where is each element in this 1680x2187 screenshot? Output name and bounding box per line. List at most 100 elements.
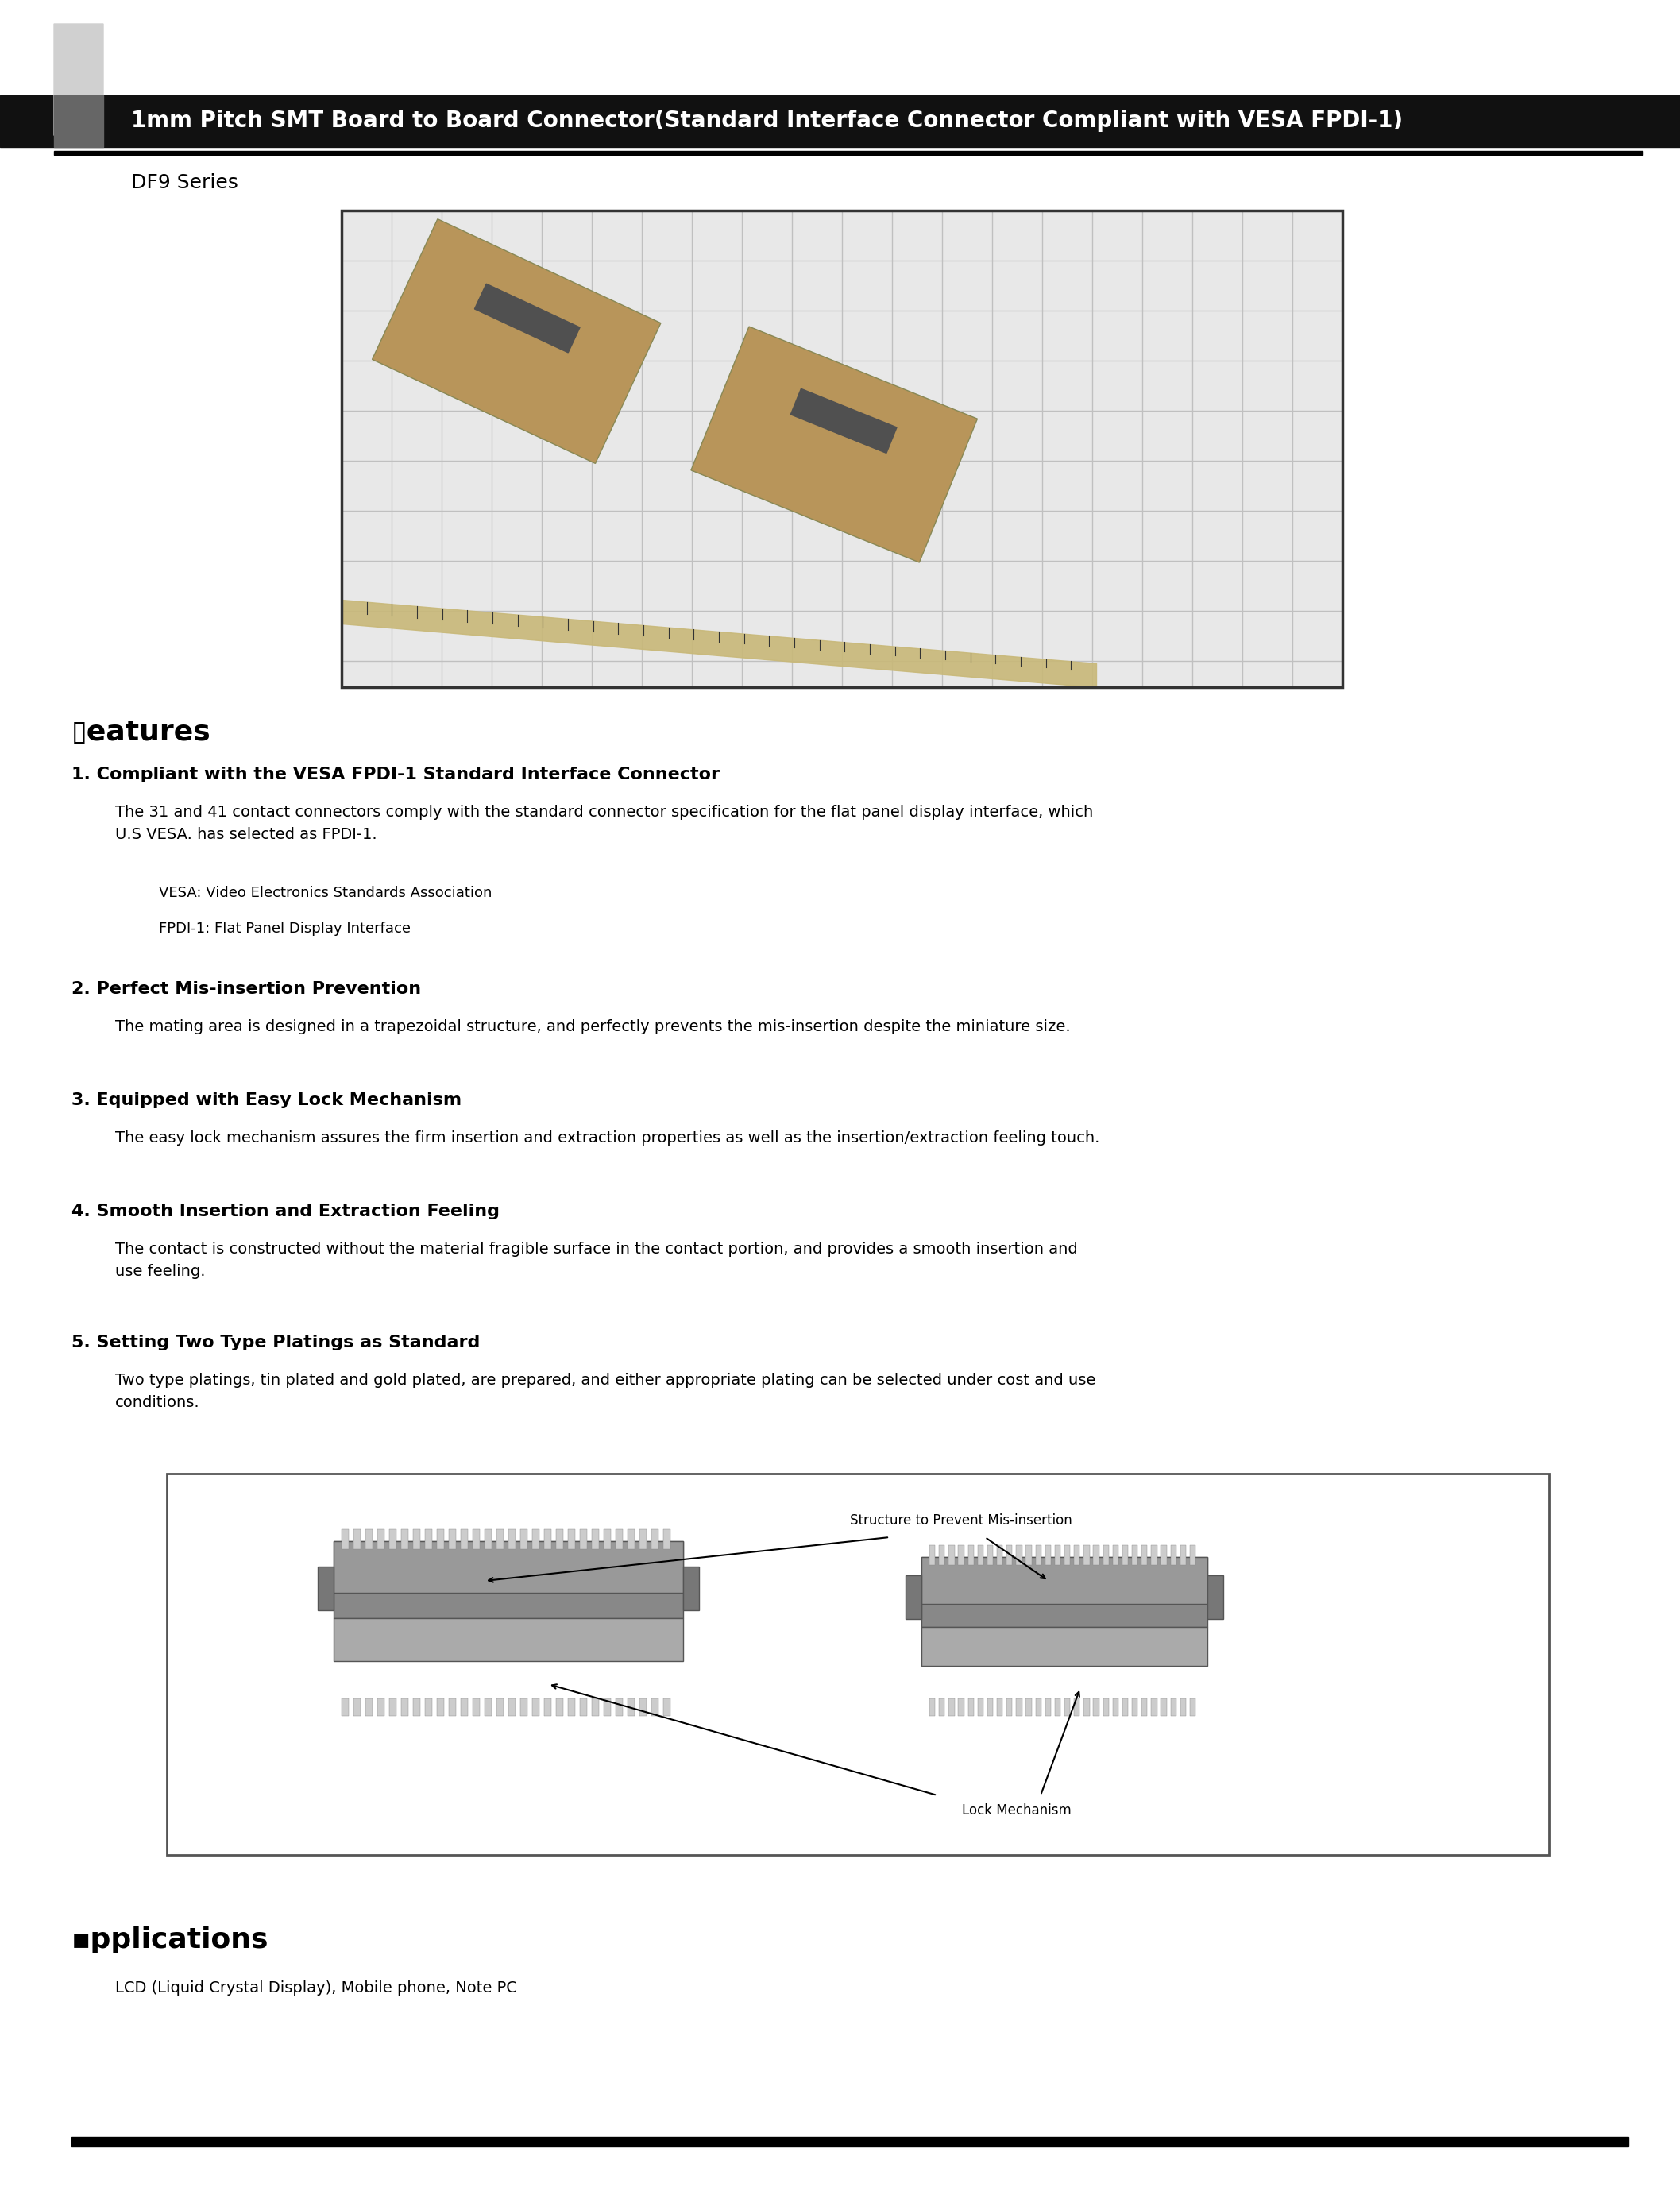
- Bar: [365, 1529, 373, 1548]
- Bar: [353, 1699, 361, 1717]
- Bar: [54, 151, 1643, 155]
- Bar: [591, 1529, 600, 1548]
- Bar: [437, 1699, 444, 1717]
- Bar: [1132, 1699, 1137, 1717]
- Bar: [378, 1529, 385, 1548]
- Bar: [628, 1699, 635, 1717]
- Bar: [1161, 1699, 1166, 1717]
- Bar: [1055, 1699, 1060, 1717]
- Bar: [978, 1546, 983, 1566]
- Bar: [988, 1546, 993, 1566]
- Bar: [437, 1529, 444, 1548]
- Bar: [929, 1546, 936, 1566]
- Text: 3. Equipped with Easy Lock Mechanism: 3. Equipped with Easy Lock Mechanism: [72, 1091, 462, 1109]
- Bar: [544, 1529, 551, 1548]
- Bar: [1208, 1575, 1223, 1618]
- Bar: [521, 1699, 528, 1717]
- Bar: [949, 1699, 954, 1717]
- Text: The easy lock mechanism assures the firm insertion and extraction properties as : The easy lock mechanism assures the firm…: [116, 1131, 1100, 1146]
- Bar: [1094, 1546, 1099, 1566]
- Bar: [334, 1542, 684, 1618]
- Bar: [929, 1699, 936, 1717]
- Bar: [1045, 1546, 1052, 1566]
- Bar: [1142, 1699, 1147, 1717]
- Bar: [341, 210, 1342, 687]
- Text: 1. Compliant with the VESA FPDI-1 Standard Interface Connector: 1. Compliant with the VESA FPDI-1 Standa…: [72, 768, 719, 783]
- Bar: [1094, 1699, 1099, 1717]
- Bar: [521, 1529, 528, 1548]
- Bar: [568, 1529, 575, 1548]
- Bar: [1074, 1546, 1080, 1566]
- Bar: [318, 1566, 334, 1610]
- Bar: [1112, 1546, 1119, 1566]
- Bar: [996, 1546, 1003, 1566]
- Bar: [425, 1529, 432, 1548]
- Bar: [1035, 1546, 1042, 1566]
- Bar: [664, 1529, 670, 1548]
- Bar: [949, 1546, 954, 1566]
- Bar: [1026, 1546, 1032, 1566]
- Bar: [1055, 1546, 1060, 1566]
- Text: 5. Setting Two Type Platings as Standard: 5. Setting Two Type Platings as Standard: [72, 1334, 480, 1352]
- Bar: [652, 1699, 659, 1717]
- Bar: [1189, 1546, 1196, 1566]
- Text: Structure to Prevent Mis-insertion: Structure to Prevent Mis-insertion: [850, 1513, 1072, 1529]
- Bar: [1104, 1546, 1109, 1566]
- Bar: [1112, 1699, 1119, 1717]
- Bar: [413, 1529, 420, 1548]
- Bar: [341, 1529, 349, 1548]
- Text: 2. Perfect Mis-insertion Prevention: 2. Perfect Mis-insertion Prevention: [72, 982, 422, 997]
- Bar: [449, 1699, 455, 1717]
- Bar: [1122, 1546, 1127, 1566]
- Bar: [474, 284, 580, 352]
- Text: LCD (Liquid Crystal Display), Mobile phone, Note PC: LCD (Liquid Crystal Display), Mobile pho…: [116, 1981, 517, 1995]
- Bar: [791, 389, 897, 453]
- Bar: [1179, 1546, 1186, 1566]
- Bar: [939, 1546, 944, 1566]
- Bar: [978, 1699, 983, 1717]
- Bar: [390, 1529, 396, 1548]
- Bar: [580, 1529, 586, 1548]
- Bar: [603, 1529, 612, 1548]
- Bar: [921, 1627, 1208, 1666]
- Text: VESA: Video Electronics Standards Association: VESA: Video Electronics Standards Associ…: [160, 886, 492, 901]
- FancyBboxPatch shape: [690, 326, 978, 562]
- Bar: [939, 1699, 944, 1717]
- Text: ▪pplications: ▪pplications: [72, 1927, 269, 1953]
- Bar: [591, 1699, 600, 1717]
- Bar: [958, 1699, 964, 1717]
- Bar: [580, 1699, 586, 1717]
- Text: The contact is constructed without the material fragible surface in the contact : The contact is constructed without the m…: [116, 1242, 1077, 1279]
- Bar: [615, 1529, 623, 1548]
- Bar: [334, 1618, 684, 1660]
- Bar: [996, 1699, 1003, 1717]
- Bar: [378, 1699, 385, 1717]
- Bar: [1171, 1699, 1176, 1717]
- Bar: [402, 1699, 408, 1717]
- Bar: [603, 1699, 612, 1717]
- Bar: [1132, 1546, 1137, 1566]
- Bar: [341, 210, 1342, 687]
- Bar: [1104, 1699, 1109, 1717]
- Text: Lock Mechanism: Lock Mechanism: [963, 1804, 1072, 1817]
- Bar: [1122, 1699, 1127, 1717]
- Bar: [509, 1699, 516, 1717]
- Bar: [353, 1529, 361, 1548]
- Bar: [640, 1529, 647, 1548]
- Bar: [484, 1699, 492, 1717]
- Bar: [1065, 1546, 1070, 1566]
- Bar: [72, 2137, 1628, 2145]
- Bar: [1006, 1546, 1013, 1566]
- Bar: [413, 1699, 420, 1717]
- Bar: [1161, 1546, 1166, 1566]
- Bar: [341, 1699, 349, 1717]
- Bar: [472, 1699, 480, 1717]
- Bar: [365, 1699, 373, 1717]
- Polygon shape: [54, 24, 102, 147]
- Bar: [1171, 1546, 1176, 1566]
- Bar: [533, 1529, 539, 1548]
- Bar: [640, 1699, 647, 1717]
- Text: 1mm Pitch SMT Board to Board Connector(Standard Interface Connector Compliant wi: 1mm Pitch SMT Board to Board Connector(S…: [131, 109, 1403, 131]
- Bar: [556, 1699, 563, 1717]
- Bar: [497, 1529, 504, 1548]
